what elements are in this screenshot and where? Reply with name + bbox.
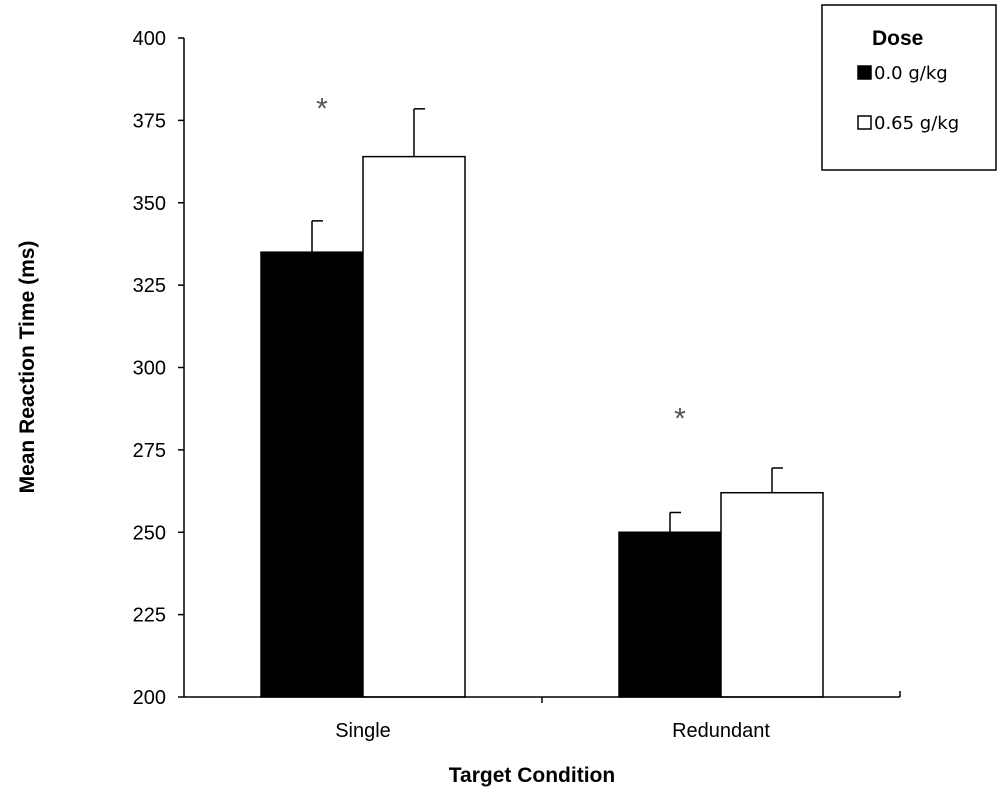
y-tick-label: 225: [133, 605, 166, 627]
y-tick-label: 400: [133, 28, 166, 50]
y-tick-label: 275: [133, 440, 166, 462]
x-tick-label: Single: [335, 720, 391, 742]
bar: [618, 531, 722, 698]
y-tick-label: 250: [133, 522, 166, 544]
y-tick-label: 375: [133, 110, 166, 132]
x-axis-title: Target Condition: [449, 764, 615, 787]
legend-swatch: [857, 115, 872, 130]
significance-annotations: **: [316, 93, 686, 436]
x-axis-ticks: Single Redundant: [335, 697, 770, 742]
y-tick-label: 300: [133, 358, 166, 380]
plot-area: 200 225 250 275 300 325 350 375 400 Single Redund…: [133, 28, 901, 742]
y-tick-label: 325: [133, 275, 166, 297]
y-axis-title: Mean Reaction Time (ms): [16, 241, 39, 494]
significance-asterisk: *: [674, 402, 686, 435]
legend-label: 0.0 g/kg: [874, 63, 948, 84]
legend-label: 0.65 g/kg: [874, 113, 959, 134]
bar: [362, 155, 466, 698]
legend-items: 0.0 g/kg 0.65 g/kg: [857, 63, 959, 134]
x-tick-label: Redundant: [672, 720, 770, 742]
legend-box: [821, 4, 997, 171]
error-bars: [311, 108, 783, 533]
y-tick-label: 200: [133, 687, 166, 709]
legend: Dose 0.0 g/kg 0.65 g/kg: [821, 4, 997, 171]
legend-title: Dose: [872, 27, 923, 50]
significance-asterisk: *: [316, 93, 328, 126]
y-axis-ticks: 200 225 250 275 300 325 350 375 400: [133, 28, 184, 709]
bar: [720, 491, 824, 698]
bar: [260, 251, 364, 698]
bars: [260, 155, 824, 698]
legend-swatch: [857, 65, 872, 80]
y-tick-label: 350: [133, 193, 166, 215]
